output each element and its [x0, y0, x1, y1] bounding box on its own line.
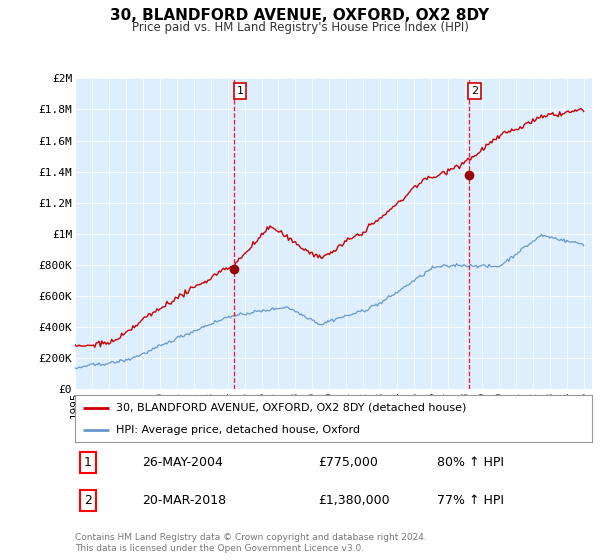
Text: 2: 2: [84, 494, 92, 507]
Text: 30, BLANDFORD AVENUE, OXFORD, OX2 8DY (detached house): 30, BLANDFORD AVENUE, OXFORD, OX2 8DY (d…: [116, 403, 467, 413]
Text: Contains HM Land Registry data © Crown copyright and database right 2024.
This d: Contains HM Land Registry data © Crown c…: [75, 533, 427, 553]
Text: £775,000: £775,000: [318, 456, 378, 469]
Text: £1,380,000: £1,380,000: [318, 494, 390, 507]
Text: 1: 1: [84, 456, 92, 469]
Text: 30, BLANDFORD AVENUE, OXFORD, OX2 8DY: 30, BLANDFORD AVENUE, OXFORD, OX2 8DY: [110, 8, 490, 24]
Text: Price paid vs. HM Land Registry's House Price Index (HPI): Price paid vs. HM Land Registry's House …: [131, 21, 469, 34]
Text: 26-MAY-2004: 26-MAY-2004: [142, 456, 223, 469]
Text: 80% ↑ HPI: 80% ↑ HPI: [437, 456, 504, 469]
Text: 77% ↑ HPI: 77% ↑ HPI: [437, 494, 504, 507]
Text: 2: 2: [471, 86, 478, 96]
Text: HPI: Average price, detached house, Oxford: HPI: Average price, detached house, Oxfo…: [116, 424, 361, 435]
Text: 1: 1: [236, 86, 244, 96]
Text: 20-MAR-2018: 20-MAR-2018: [142, 494, 226, 507]
